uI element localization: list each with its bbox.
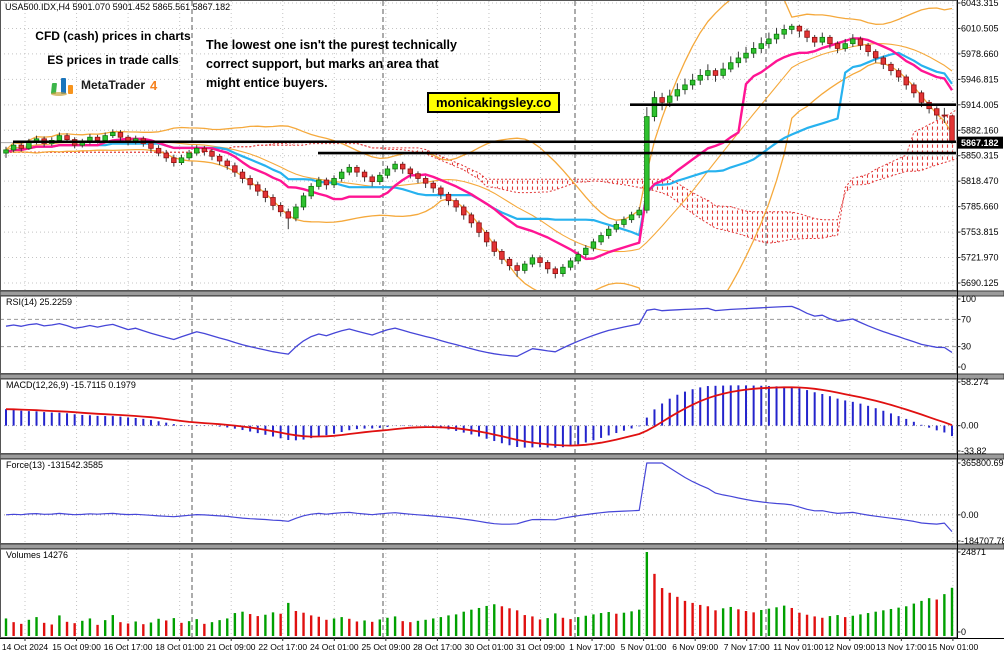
time-tick-label: 6 Nov 09:00 — [672, 642, 718, 652]
force-label: Force(13) -131542.3585 — [6, 460, 103, 470]
note-line-1: CFD (cash) prices in charts — [35, 29, 191, 43]
symbol-ohlc-header: USA500.IDX,H4 5901.070 5901.452 5865.561… — [5, 2, 231, 12]
indicator-tick-label: -33.82 — [961, 446, 987, 456]
indicator-tick-label: 58.274 — [961, 377, 989, 387]
macd-label: MACD(12,26,9) -15.7115 0.1979 — [6, 380, 136, 390]
price-tick-label: 5978.660 — [961, 49, 999, 59]
indicator-tick-label: 0 — [961, 362, 966, 372]
time-tick-label: 31 Oct 09:00 — [516, 642, 565, 652]
annotation-line-3: might entice buyers. — [206, 76, 328, 90]
time-tick-label: 15 Nov 01:00 — [928, 642, 979, 652]
price-tick-label: 6043.315 — [961, 0, 999, 8]
indicator-tick-label: 30 — [961, 342, 971, 352]
price-tick-label: 6010.505 — [961, 23, 999, 33]
brand-number: 4 — [150, 77, 158, 93]
price-tick-label: 5946.815 — [961, 74, 999, 84]
time-tick-label: 28 Oct 17:00 — [413, 642, 462, 652]
price-tick-label: 5914.005 — [961, 100, 999, 110]
ichimoku-cloud — [6, 109, 957, 244]
note-box: CFD (cash) prices in charts ES prices in… — [15, 24, 211, 72]
rsi-pane[interactable] — [0, 305, 957, 357]
time-tick-label: 21 Oct 09:00 — [207, 642, 256, 652]
time-tick-label: 30 Oct 01:00 — [465, 642, 514, 652]
note-line-2: ES prices in trade calls — [47, 53, 179, 67]
macd-pane[interactable] — [0, 385, 957, 448]
indicator-tick-label: 70 — [961, 314, 971, 324]
time-tick-label: 25 Oct 09:00 — [362, 642, 411, 652]
indicator-tick-label: 100 — [961, 294, 976, 304]
price-tick-label: 5818.470 — [961, 176, 999, 186]
time-tick-label: 22 Oct 17:00 — [258, 642, 307, 652]
time-tick-label: 14 Oct 2024 — [2, 642, 49, 652]
price-tick-label: 5753.815 — [961, 227, 999, 237]
time-tick-label: 7 Nov 17:00 — [724, 642, 770, 652]
annotation-line-1: The lowest one isn't the purest technica… — [206, 38, 457, 52]
price-tick-label: 5721.970 — [961, 253, 999, 263]
indicator-tick-label: 24871 — [961, 547, 986, 557]
time-tick-label: 11 Nov 01:00 — [773, 642, 823, 652]
price-tick-label: 5690.125 — [961, 278, 999, 288]
time-tick-label: 5 Nov 01:00 — [621, 642, 667, 652]
indicator-tick-label: 0.00 — [961, 421, 979, 431]
volumes-label: Volumes 14276 — [6, 550, 68, 560]
watermark-badge: monicakingsley.co — [427, 92, 561, 113]
current-price-badge-text: 5867.182 — [961, 138, 999, 148]
current-price-badge — [958, 136, 1003, 149]
time-tick-label: 1 Nov 17:00 — [569, 642, 615, 652]
candles — [3, 23, 955, 279]
price-tick-label: 5882.160 — [961, 125, 999, 135]
volumes-pane[interactable] — [4, 552, 954, 636]
indicator-tick-label: -184707.78 — [961, 536, 1004, 546]
time-tick-label: 13 Nov 17:00 — [876, 642, 927, 652]
annotation-line-2: correct support, but marks an area that — [206, 57, 439, 71]
price-tick-label: 5785.660 — [961, 202, 999, 212]
time-tick-label: 24 Oct 01:00 — [310, 642, 359, 652]
brand-name: MetaTrader — [81, 78, 146, 92]
rsi-label: RSI(14) 25.2259 — [6, 297, 72, 307]
price-tick-label: 5850.315 — [961, 151, 999, 161]
price-pane[interactable] — [0, 0, 1004, 339]
indicator-tick-label: 0.00 — [961, 510, 979, 520]
metatrader-logo-icon — [50, 78, 73, 96]
indicator-tick-label: 0 — [961, 627, 966, 637]
time-tick-label: 16 Oct 17:00 — [104, 642, 153, 652]
panel-labels: RSI(14) 25.2259 MACD(12,26,9) -15.7115 0.… — [6, 297, 136, 560]
annotation-text: The lowest one isn't the purest technica… — [206, 36, 556, 93]
time-tick-label: 12 Nov 09:00 — [825, 642, 876, 652]
force-pane[interactable] — [0, 462, 957, 532]
time-axis: 14 Oct 2024 15 Oct 09:00 16 Oct 17:00 18 Oc… — [2, 638, 979, 652]
grid — [0, 1, 957, 637]
metatrader-brand: MetaTrader 4 — [50, 74, 157, 96]
time-tick-label: 15 Oct 09:00 — [52, 642, 101, 652]
indicator-tick-label: 365800.693 — [961, 458, 1004, 468]
price-axis: 6043.315 6010.505 5978.660 5946.815 5914.005… — [957, 0, 1004, 637]
time-tick-label: 18 Oct 01:00 — [155, 642, 204, 652]
